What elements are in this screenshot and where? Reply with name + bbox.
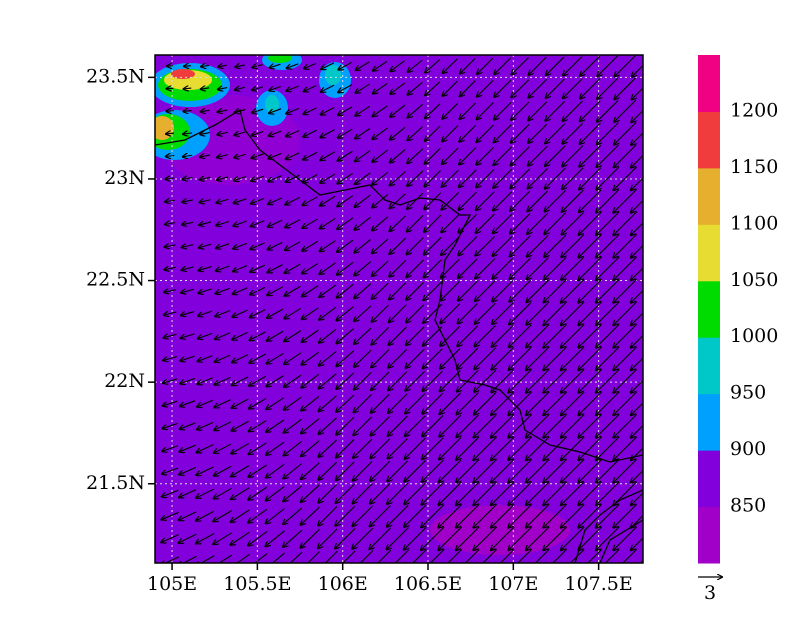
field-patch	[325, 65, 341, 85]
x-tick-label: 106E	[318, 573, 368, 595]
colorbar: 850 900 950 1000 1050 1100 1150 1200	[698, 55, 778, 564]
colorbar-label: 950	[730, 382, 766, 404]
wind-vector	[166, 133, 174, 134]
x-tick-label: 107E	[488, 573, 538, 595]
field-patch	[150, 116, 174, 140]
reference-vector: 3	[698, 577, 722, 604]
colorbar-bin	[698, 55, 720, 112]
colorbar-bin	[698, 394, 720, 451]
x-tick-label: 107.5E	[565, 573, 633, 595]
x-tick-label: 105E	[147, 573, 197, 595]
x-tick-label: 105.5E	[223, 573, 291, 595]
x-tick-label: 106.5E	[394, 573, 462, 595]
colorbar-label: 850	[730, 495, 766, 517]
height-field	[140, 50, 654, 573]
wind-vector	[184, 66, 191, 67]
colorbar-bin	[698, 450, 720, 507]
wind-vector	[166, 111, 173, 112]
colorbar-bin	[698, 111, 720, 168]
colorbar-bin	[698, 337, 720, 394]
reference-vector-label: 3	[704, 582, 716, 604]
colorbar-label: 1150	[730, 156, 778, 178]
colorbar-bin	[698, 281, 720, 338]
colorbar-label: 1000	[730, 325, 778, 347]
colorbar-label: 900	[730, 438, 766, 460]
colorbar-label: 1200	[730, 99, 778, 121]
y-tick-label: 22N	[104, 370, 145, 392]
y-tick-label: 21.5N	[86, 472, 145, 494]
colorbar-bin	[698, 168, 720, 225]
colorbar-bin	[698, 507, 720, 564]
y-tick-label: 22.5N	[86, 269, 145, 291]
colorbar-label: 1050	[730, 269, 778, 291]
colorbar-label: 1100	[730, 212, 778, 234]
y-tick-label: 23N	[104, 167, 145, 189]
field-patch	[430, 505, 570, 555]
colorbar-bin	[698, 224, 720, 281]
y-tick-label: 23.5N	[86, 65, 145, 87]
